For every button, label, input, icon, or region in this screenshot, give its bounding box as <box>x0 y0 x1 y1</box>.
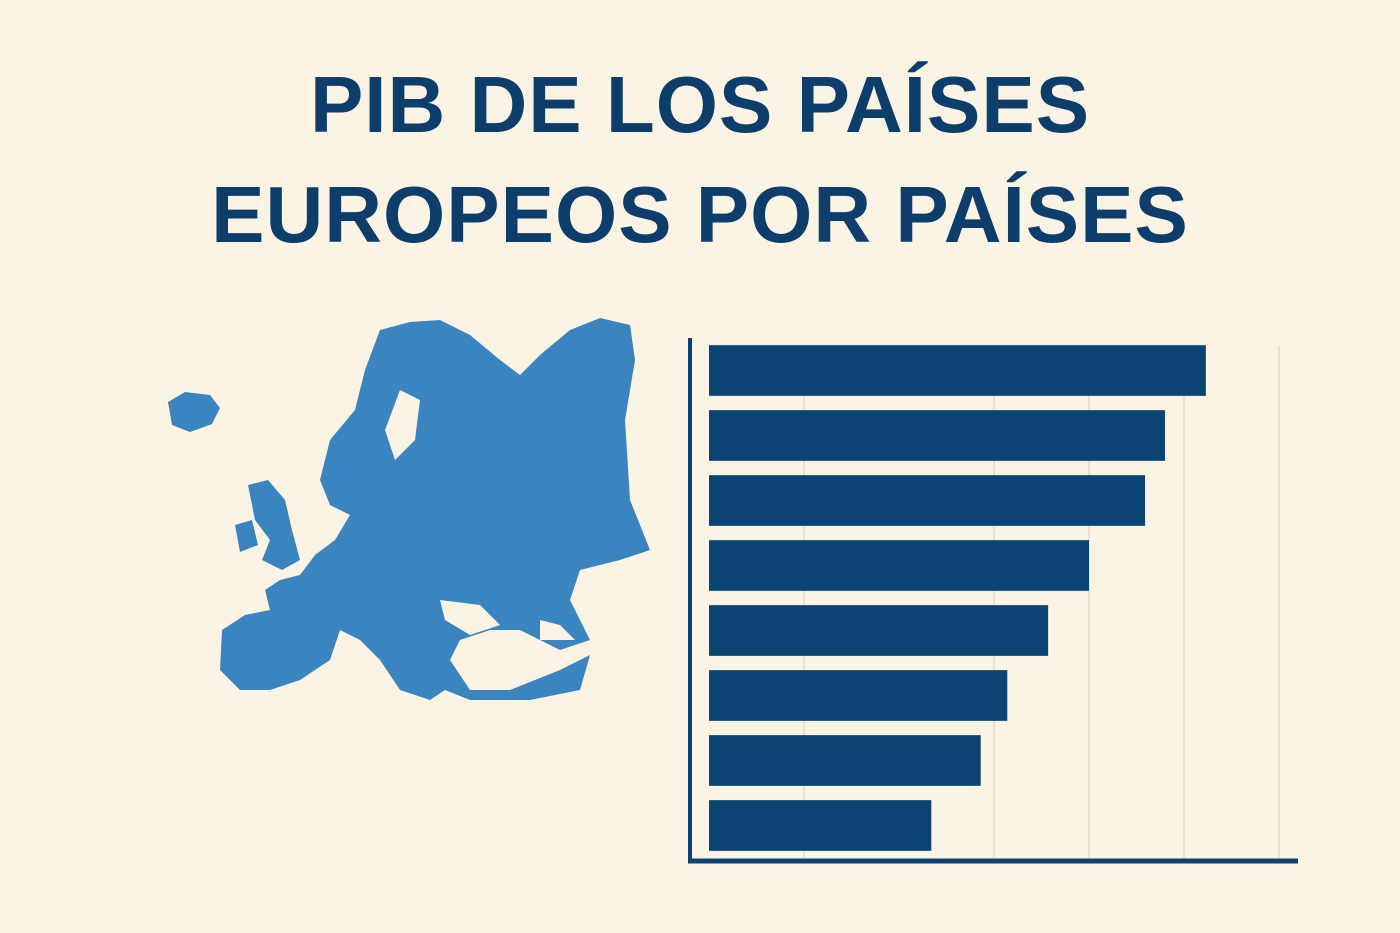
bar <box>709 475 1146 526</box>
europe-map <box>168 318 650 700</box>
bar <box>709 735 981 786</box>
bar <box>709 800 932 851</box>
bar <box>709 605 1049 656</box>
chart-title: PIB DE LOS PAÍSES EUROPEOS POR PAÍSES <box>211 60 1189 259</box>
bar <box>709 540 1089 591</box>
bar <box>709 670 1008 721</box>
bar <box>709 345 1206 396</box>
bar <box>709 410 1165 461</box>
